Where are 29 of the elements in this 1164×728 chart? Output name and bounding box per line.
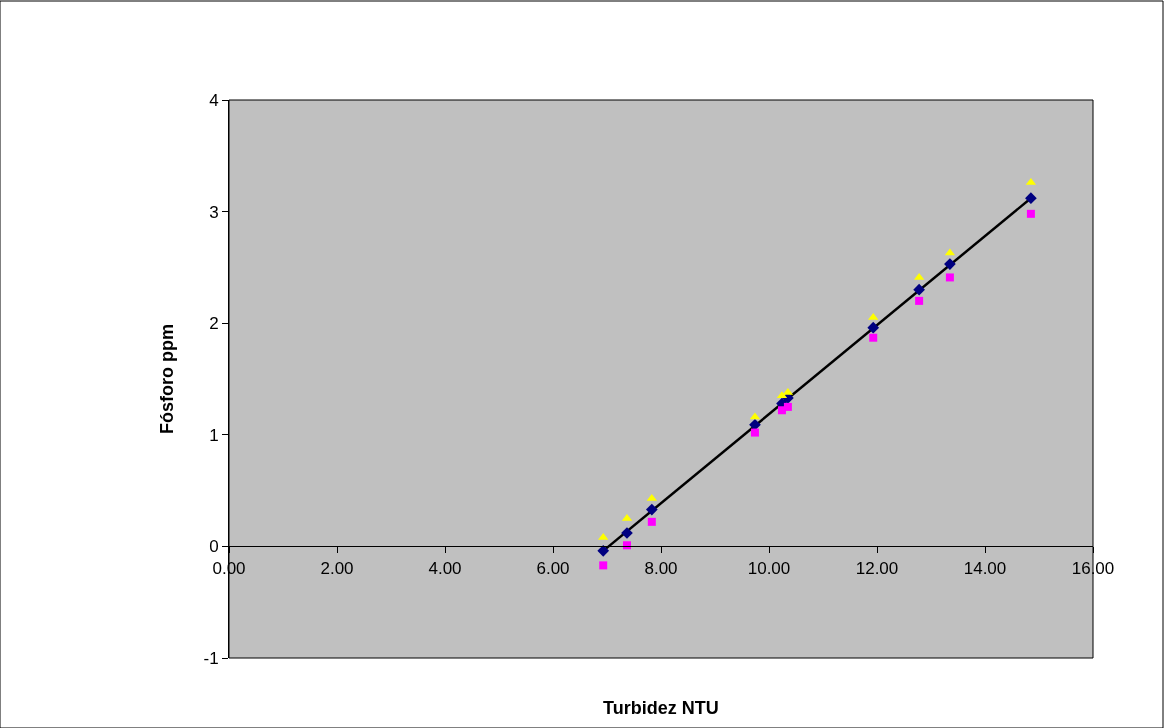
point [1025,192,1037,205]
point [783,402,792,411]
y-tick-label: 4 [209,90,219,110]
x-tick-label: 8.00 [644,558,678,578]
y-tick-label: 1 [209,425,219,445]
x-tick-label: 12.00 [855,558,899,578]
y-axis-title: Fósforo ppm [156,324,177,434]
x-tick-label: 16.00 [1071,558,1115,578]
point [915,296,924,305]
y-tick-label: 0 [209,537,219,557]
y-tick-label: 2 [209,314,219,334]
point [867,321,880,334]
x-tick-label: 14.00 [963,558,1007,578]
point [645,503,658,516]
x-tick-label: 2.00 [320,558,354,578]
x-tick-label: 10.00 [747,558,791,578]
point [647,517,656,526]
point [869,333,878,342]
point [1026,209,1035,218]
x-axis-title: Turbidez NTU [603,698,719,718]
x-tick-label: 6.00 [536,558,570,578]
point [599,561,608,570]
point [750,428,759,437]
y-tick-label: -1 [203,648,219,668]
point [945,273,954,282]
point [913,283,925,296]
x-tick-label: 4.00 [428,558,462,578]
point [598,532,609,540]
y-tick-label: 3 [209,202,219,222]
